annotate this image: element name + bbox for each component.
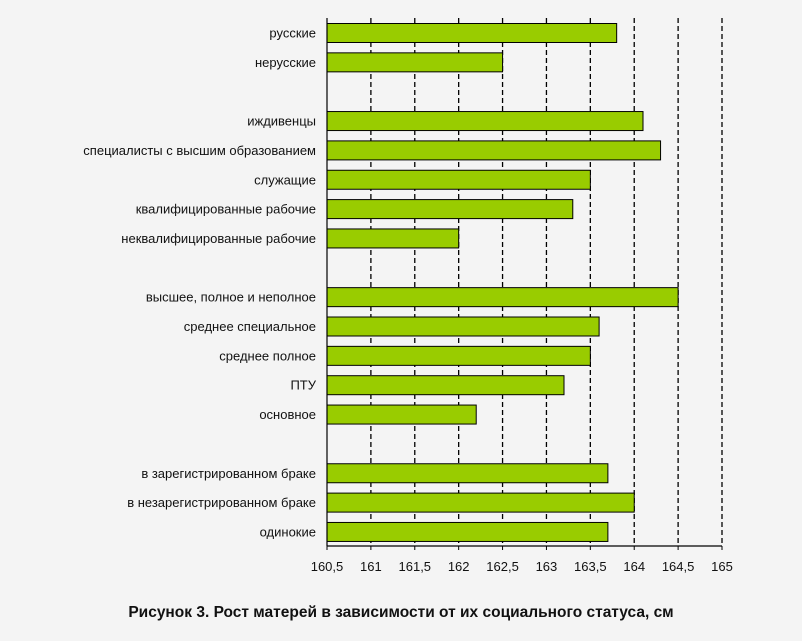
category-label: основное	[259, 407, 316, 422]
x-tick-label: 163	[536, 559, 558, 574]
category-label: среднее специальное	[184, 319, 316, 334]
bar	[326, 345, 591, 366]
x-tick-label: 162	[448, 559, 470, 574]
bar	[326, 111, 644, 132]
bar	[326, 199, 574, 220]
category-label: в незарегистрированном браке	[127, 495, 316, 510]
bar-chart: русские нерусские иждивенцы специалисты с в…	[83, 18, 733, 574]
x-tick-label: 161	[360, 559, 382, 574]
bar	[326, 463, 609, 484]
category-label: иждивенцы	[247, 114, 316, 129]
x-tick-label: 160,5	[311, 559, 344, 574]
x-tick-label: 164,5	[662, 559, 695, 574]
category-label: в зарегистрированном браке	[141, 466, 316, 481]
bar	[326, 404, 477, 425]
bar	[326, 316, 600, 337]
category-label: неквалифицированные рабочие	[121, 231, 316, 246]
category-label: нерусские	[255, 55, 316, 70]
bar	[326, 140, 662, 161]
category-label: специалисты с высшим образованием	[83, 143, 316, 158]
bar	[326, 228, 460, 249]
category-label: ПТУ	[290, 378, 316, 393]
bar	[326, 169, 591, 190]
bar	[326, 521, 609, 542]
x-tick-label: 161,5	[399, 559, 432, 574]
bar	[326, 287, 679, 308]
x-tick-label: 162,5	[486, 559, 519, 574]
bar	[326, 52, 504, 73]
bar	[326, 23, 618, 43]
bar	[326, 375, 565, 396]
x-tick-label: 165	[711, 559, 733, 574]
category-label: русские	[269, 26, 316, 41]
x-tick-label: 163,5	[574, 559, 607, 574]
category-label: квалифицированные рабочие	[136, 202, 316, 217]
category-label: среднее полное	[219, 348, 316, 363]
category-label: служащие	[254, 172, 316, 187]
category-label: одинокие	[260, 524, 316, 539]
category-label: высшее, полное и неполное	[146, 290, 316, 305]
bar	[326, 492, 635, 513]
chart-caption: Рисунок 3. Рост матерей в зависимости от…	[128, 604, 674, 621]
x-tick-label: 164	[623, 559, 645, 574]
